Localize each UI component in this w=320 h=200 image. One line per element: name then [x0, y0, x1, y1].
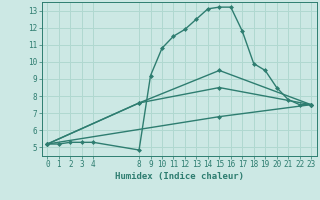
X-axis label: Humidex (Indice chaleur): Humidex (Indice chaleur)	[115, 172, 244, 181]
